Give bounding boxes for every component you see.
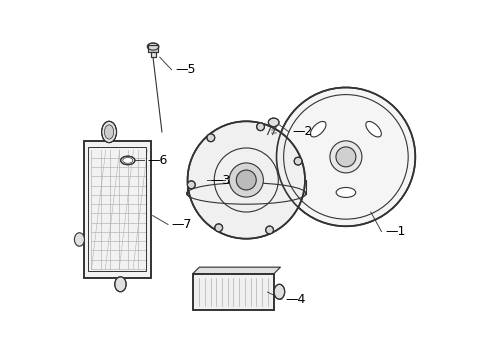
Ellipse shape xyxy=(186,183,305,204)
Circle shape xyxy=(276,87,414,226)
Ellipse shape xyxy=(74,233,84,246)
Text: —1: —1 xyxy=(384,225,405,238)
Ellipse shape xyxy=(335,188,355,197)
Ellipse shape xyxy=(214,224,222,232)
Bar xyxy=(192,274,273,310)
Bar xyxy=(147,45,158,52)
Text: —7: —7 xyxy=(171,218,192,231)
Bar xyxy=(147,45,158,52)
Text: —2: —2 xyxy=(292,126,312,139)
Ellipse shape xyxy=(365,121,381,137)
Ellipse shape xyxy=(265,226,273,234)
Bar xyxy=(192,274,273,310)
Ellipse shape xyxy=(256,123,264,131)
Ellipse shape xyxy=(206,134,214,142)
Circle shape xyxy=(335,147,355,167)
Bar xyxy=(83,141,150,278)
Bar xyxy=(150,51,155,57)
Circle shape xyxy=(329,141,361,173)
Circle shape xyxy=(229,163,263,197)
Ellipse shape xyxy=(102,121,116,143)
Ellipse shape xyxy=(121,156,135,165)
Ellipse shape xyxy=(115,277,126,292)
Ellipse shape xyxy=(122,158,133,163)
Ellipse shape xyxy=(268,118,279,127)
Ellipse shape xyxy=(273,284,284,299)
Text: —4: —4 xyxy=(285,293,305,306)
Text: —6: —6 xyxy=(147,154,168,167)
Ellipse shape xyxy=(294,157,302,165)
Text: —3: —3 xyxy=(210,174,231,186)
Ellipse shape xyxy=(187,181,195,189)
Bar xyxy=(83,141,150,278)
Bar xyxy=(88,147,146,271)
Ellipse shape xyxy=(310,121,325,137)
Ellipse shape xyxy=(147,43,159,50)
Ellipse shape xyxy=(104,125,114,139)
Bar xyxy=(150,51,155,57)
Polygon shape xyxy=(192,267,280,274)
Circle shape xyxy=(187,121,305,239)
Circle shape xyxy=(236,170,256,190)
Text: —5: —5 xyxy=(175,63,195,76)
